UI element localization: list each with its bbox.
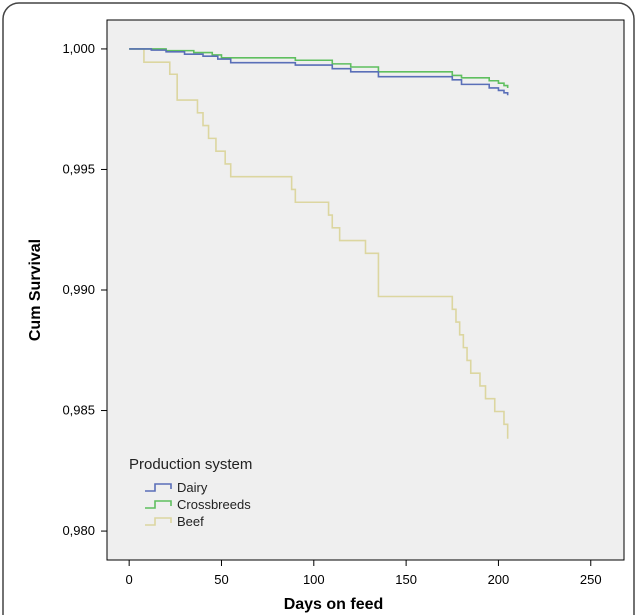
series-line-beef xyxy=(129,48,509,439)
x-tick-label: 0 xyxy=(126,572,133,587)
y-tick-label: 0,995 xyxy=(62,161,95,176)
legend-label: Beef xyxy=(177,514,204,529)
x-tick-label: 50 xyxy=(214,572,228,587)
x-tick-label: 100 xyxy=(303,572,325,587)
series-line-crossbreeds xyxy=(129,48,509,88)
legend-item-crossbreeds: Crossbreeds xyxy=(145,497,251,512)
legend-item-dairy: Dairy xyxy=(145,480,208,495)
y-tick-label: 0,980 xyxy=(62,523,95,538)
legend: Production system Dairy Crossbreeds Beef xyxy=(129,456,252,529)
y-tick-label: 1,000 xyxy=(62,41,95,56)
legend-swatch-crossbreeds xyxy=(145,500,172,509)
plot-area xyxy=(106,19,625,561)
x-axis-title: Days on feed xyxy=(284,596,384,613)
series-line-dairy xyxy=(129,48,509,96)
legend-label: Crossbreeds xyxy=(177,497,251,512)
y-tick-label: 0,985 xyxy=(62,403,95,418)
legend-item-beef: Beef xyxy=(145,514,204,529)
x-tick-label: 200 xyxy=(488,572,510,587)
y-tick-label: 0,990 xyxy=(62,282,95,297)
legend-swatch-beef xyxy=(145,517,172,526)
x-tick-label: 250 xyxy=(580,572,602,587)
x-tick-label: 150 xyxy=(395,572,417,587)
legend-swatch-dairy xyxy=(145,483,172,492)
series-layer xyxy=(129,48,509,439)
y-axis-title: Cum Survival xyxy=(27,239,44,341)
legend-label: Dairy xyxy=(177,480,208,495)
legend-title: Production system xyxy=(129,456,252,473)
